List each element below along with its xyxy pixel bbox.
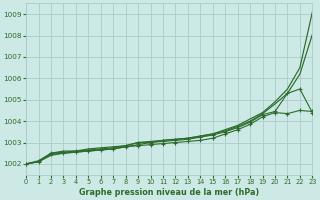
X-axis label: Graphe pression niveau de la mer (hPa): Graphe pression niveau de la mer (hPa) bbox=[79, 188, 260, 197]
